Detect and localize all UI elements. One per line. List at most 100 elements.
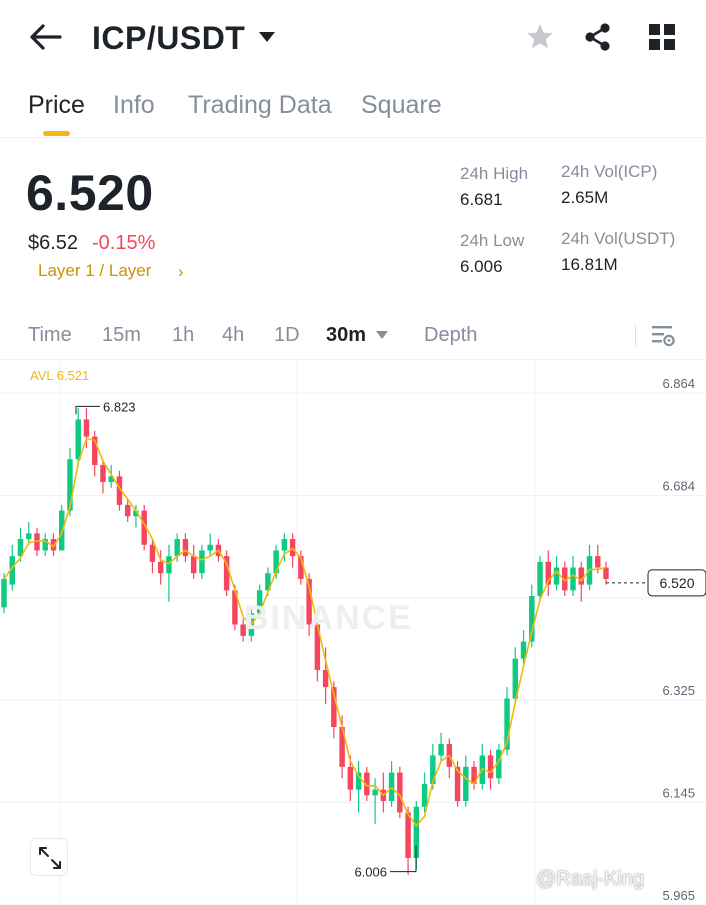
candlestick-chart[interactable]: 6.864 6.684 6.325 6.145 5.965 6.823 6.006 6.520	[0, 362, 706, 905]
candle-body	[405, 812, 411, 858]
candle-body	[67, 459, 73, 511]
interval-bar: Time 15m 1h 4h 1D 30m Depth	[0, 314, 706, 360]
vol-quote-label: 24h Vol(USDT)	[561, 229, 676, 248]
interval-depth[interactable]: Depth	[424, 324, 478, 346]
candle-body	[520, 641, 527, 659]
grid-icon[interactable]	[645, 20, 679, 54]
top-bar: ICP/USDT	[0, 0, 706, 76]
avl-label: AVL 6.521	[30, 368, 90, 383]
candle-body	[83, 419, 90, 437]
candle-body	[1, 578, 7, 608]
credit-watermark: @Raaj-King	[536, 868, 645, 890]
pair-title[interactable]: ICP/USDT	[92, 20, 246, 56]
candles-group	[1, 408, 609, 876]
current-price-box	[647, 569, 706, 597]
candle-body	[133, 510, 139, 517]
y-axis-tick-label: 6.864	[662, 376, 695, 391]
interval-15m[interactable]: 15m	[102, 324, 141, 346]
candle-body	[372, 789, 378, 796]
candle-body	[100, 465, 106, 483]
candle-body	[273, 550, 279, 574]
divider	[635, 324, 636, 346]
candle-body	[174, 539, 180, 557]
chevron-right-icon[interactable]: ›	[178, 262, 184, 281]
candle-body	[116, 476, 123, 505]
y-axis-tick-label: 6.684	[662, 479, 695, 494]
low-label: 24h Low	[460, 231, 525, 250]
candle-body	[306, 578, 312, 625]
candle-body	[562, 567, 568, 591]
candle-body	[50, 539, 57, 551]
candle-body	[190, 556, 197, 574]
y-axis-tick-label: 5.965	[662, 888, 695, 903]
arrow-left-icon[interactable]	[28, 22, 64, 52]
expand-icon	[39, 847, 61, 869]
vol-base-value: 2.65M	[561, 188, 609, 207]
candle-body	[314, 624, 321, 671]
share-icon[interactable]	[581, 20, 615, 54]
candle-body	[471, 766, 477, 784]
candle-body	[199, 550, 205, 574]
candle-body	[223, 556, 230, 591]
candle-body	[553, 567, 560, 585]
candle-body	[430, 755, 436, 784]
candle-body	[355, 772, 362, 790]
candle-body	[595, 556, 601, 568]
tab-square[interactable]: Square	[361, 91, 442, 119]
candle-body	[339, 726, 345, 767]
max-price-label: 6.823	[103, 399, 136, 414]
tab-trading-data[interactable]: Trading Data	[188, 91, 332, 119]
tab-info[interactable]: Info	[113, 91, 155, 119]
candle-body	[397, 772, 403, 813]
interval-1h[interactable]: 1h	[172, 324, 195, 346]
interval-4h[interactable]: 4h	[222, 324, 245, 346]
candle-body	[75, 419, 81, 460]
candle-body	[578, 567, 584, 585]
candle-body	[545, 561, 551, 585]
chart-settings-icon[interactable]	[650, 322, 676, 350]
last-price: 6.520	[26, 165, 154, 221]
candle-body	[463, 766, 469, 802]
candle-body	[157, 561, 164, 574]
candle-body	[413, 806, 420, 858]
candle-body	[603, 567, 609, 579]
candle-body	[26, 533, 32, 540]
candle-body	[91, 436, 98, 466]
tab-price[interactable]: Price	[28, 91, 85, 119]
high-value: 6.681	[460, 190, 503, 209]
y-axis-tick-label: 6.145	[662, 785, 695, 800]
binance-watermark: BINANCE	[244, 599, 413, 637]
min-price-label: 6.006	[354, 865, 387, 880]
candle-body	[298, 556, 304, 579]
category-link[interactable]: Layer 1 / Layer	[38, 261, 152, 280]
expand-button[interactable]	[30, 838, 68, 876]
candle-body	[59, 510, 65, 551]
candle-body	[322, 670, 329, 688]
candle-body	[529, 596, 535, 642]
candle-body	[34, 533, 40, 551]
candle-body	[537, 561, 543, 597]
candle-body	[331, 687, 337, 727]
candle-body	[108, 476, 114, 483]
interval-30m[interactable]: 30m	[326, 324, 367, 346]
interval-1d[interactable]: 1D	[274, 324, 300, 346]
price-chart[interactable]: 6.864 6.684 6.325 6.145 5.965 6.823 6.006 6.520…	[0, 362, 706, 905]
candle-body	[512, 658, 519, 699]
price-change: -0.15%	[92, 232, 156, 254]
fiat-price: $6.52	[28, 232, 79, 254]
active-tab-indicator	[43, 131, 70, 136]
candle-body	[42, 539, 48, 551]
candle-body	[166, 556, 172, 574]
caret-down-icon[interactable]	[376, 330, 388, 340]
candle-body	[281, 539, 288, 551]
caret-down-icon[interactable]	[258, 30, 276, 44]
current-price-label: 6.520	[659, 575, 694, 591]
candle-body	[182, 539, 189, 557]
candle-body	[504, 698, 510, 750]
interval-time[interactable]: Time	[28, 324, 72, 346]
high-label: 24h High	[460, 164, 529, 183]
y-axis-tick-label: 6.325	[662, 683, 695, 698]
candle-body	[487, 755, 494, 779]
star-icon[interactable]	[523, 20, 557, 54]
candle-body	[149, 544, 156, 562]
